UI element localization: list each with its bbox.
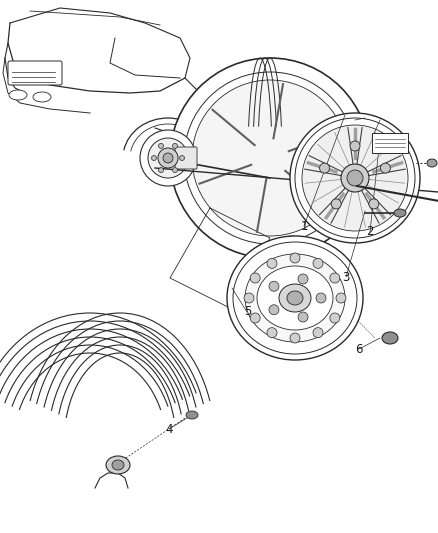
Ellipse shape bbox=[267, 259, 277, 268]
Ellipse shape bbox=[106, 456, 130, 474]
Ellipse shape bbox=[257, 266, 333, 330]
Ellipse shape bbox=[295, 118, 415, 238]
Ellipse shape bbox=[347, 170, 363, 186]
Text: 3: 3 bbox=[343, 271, 350, 284]
Ellipse shape bbox=[381, 163, 390, 173]
Ellipse shape bbox=[159, 143, 163, 148]
Ellipse shape bbox=[158, 148, 178, 168]
Ellipse shape bbox=[192, 80, 348, 236]
Ellipse shape bbox=[287, 291, 303, 305]
Ellipse shape bbox=[336, 293, 346, 303]
FancyBboxPatch shape bbox=[8, 61, 62, 85]
Ellipse shape bbox=[331, 199, 341, 209]
Text: 6: 6 bbox=[355, 343, 363, 356]
Ellipse shape bbox=[159, 167, 163, 173]
Ellipse shape bbox=[298, 274, 308, 284]
Ellipse shape bbox=[290, 253, 300, 263]
Ellipse shape bbox=[140, 130, 196, 186]
Ellipse shape bbox=[163, 153, 173, 163]
Ellipse shape bbox=[290, 113, 420, 243]
Ellipse shape bbox=[350, 141, 360, 151]
Ellipse shape bbox=[313, 259, 323, 268]
Ellipse shape bbox=[269, 281, 279, 291]
Ellipse shape bbox=[250, 313, 260, 323]
Ellipse shape bbox=[180, 156, 184, 160]
Ellipse shape bbox=[290, 333, 300, 343]
Ellipse shape bbox=[233, 242, 357, 354]
Ellipse shape bbox=[148, 138, 188, 178]
Ellipse shape bbox=[279, 284, 311, 312]
Ellipse shape bbox=[316, 293, 326, 303]
Ellipse shape bbox=[244, 293, 254, 303]
Ellipse shape bbox=[227, 236, 363, 360]
Ellipse shape bbox=[269, 305, 279, 315]
Text: 2: 2 bbox=[366, 225, 374, 238]
Ellipse shape bbox=[427, 159, 437, 167]
Ellipse shape bbox=[184, 72, 356, 244]
Ellipse shape bbox=[313, 328, 323, 337]
Ellipse shape bbox=[152, 156, 156, 160]
Ellipse shape bbox=[245, 254, 345, 342]
Text: 4: 4 bbox=[165, 423, 173, 435]
Ellipse shape bbox=[112, 460, 124, 470]
Ellipse shape bbox=[33, 92, 51, 102]
Ellipse shape bbox=[186, 411, 198, 419]
Ellipse shape bbox=[173, 167, 177, 173]
Ellipse shape bbox=[173, 143, 177, 148]
Text: 5: 5 bbox=[244, 305, 251, 318]
FancyBboxPatch shape bbox=[372, 133, 408, 153]
Ellipse shape bbox=[330, 273, 340, 283]
Ellipse shape bbox=[341, 164, 369, 192]
Ellipse shape bbox=[302, 125, 408, 231]
FancyBboxPatch shape bbox=[175, 147, 197, 169]
Ellipse shape bbox=[382, 332, 398, 344]
Ellipse shape bbox=[369, 199, 379, 209]
Ellipse shape bbox=[320, 163, 329, 173]
Ellipse shape bbox=[394, 209, 406, 217]
Text: 1: 1 bbox=[300, 220, 308, 233]
Ellipse shape bbox=[298, 312, 308, 322]
Ellipse shape bbox=[267, 328, 277, 337]
Ellipse shape bbox=[250, 273, 260, 283]
Ellipse shape bbox=[9, 90, 27, 100]
Ellipse shape bbox=[330, 313, 340, 323]
Ellipse shape bbox=[170, 58, 370, 258]
